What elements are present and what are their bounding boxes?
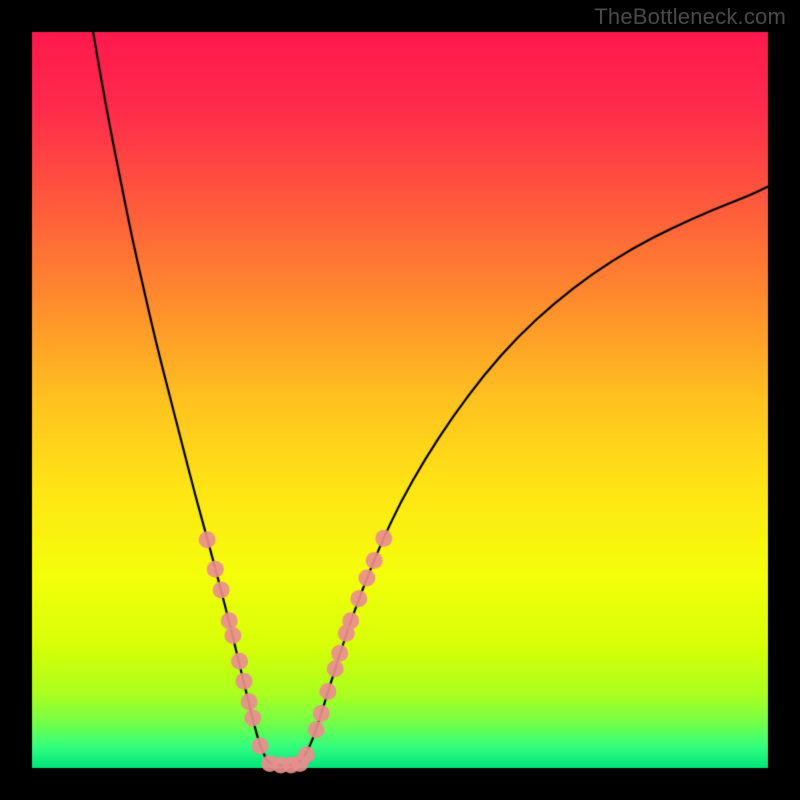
chart-container: TheBottleneck.com: [0, 0, 800, 800]
bottleneck-chart: [0, 0, 800, 800]
watermark-text: TheBottleneck.com: [594, 4, 786, 30]
